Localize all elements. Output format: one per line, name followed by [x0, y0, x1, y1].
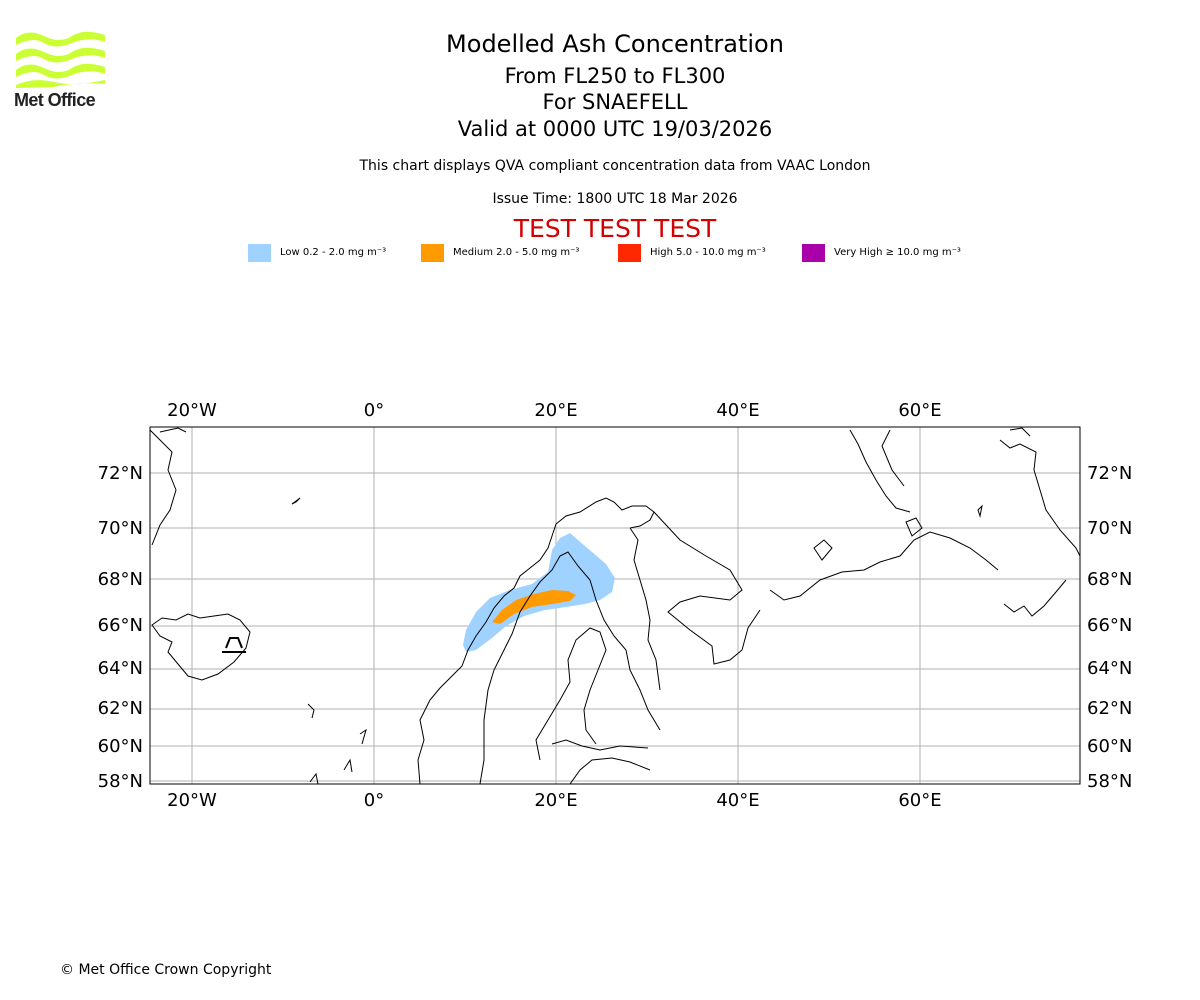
lon-label-bottom-40e: 40°E — [716, 790, 759, 811]
lat-label-left-72n: 72°N — [98, 463, 143, 484]
lat-label-right-60n: 60°N — [1087, 736, 1132, 757]
met-office-waves-icon — [16, 31, 105, 88]
legend-swatch-high — [618, 244, 641, 262]
lon-label-top-20e: 20°E — [534, 400, 577, 421]
volcano-name: For SNAEFELL — [542, 90, 688, 114]
test-banner: TEST TEST TEST — [513, 214, 717, 243]
lon-label-bottom-60e: 60°E — [898, 790, 941, 811]
lon-label-top-0: 0° — [364, 400, 384, 421]
map-frame — [149, 426, 1081, 785]
legend-label-high: High 5.0 - 10.0 mg m⁻³ — [650, 247, 766, 258]
lat-label-right-64n: 64°N — [1087, 658, 1132, 679]
legend-label-very-high: Very High ≥ 10.0 mg m⁻³ — [834, 247, 961, 258]
lat-label-left-66n: 66°N — [98, 615, 143, 636]
lat-label-left-64n: 64°N — [98, 658, 143, 679]
volcano-marker — [222, 637, 246, 653]
lat-label-right-58n: 58°N — [1087, 771, 1132, 792]
qva-note: This chart displays QVA compliant concen… — [359, 158, 871, 174]
legend-label-medium: Medium 2.0 - 5.0 mg m⁻³ — [453, 247, 580, 258]
lat-label-right-68n: 68°N — [1087, 569, 1132, 590]
lon-label-top-60e: 60°E — [898, 400, 941, 421]
lon-label-bottom-20e: 20°E — [534, 790, 577, 811]
valid-time: Valid at 0000 UTC 19/03/2026 — [457, 117, 773, 141]
lat-label-right-70n: 70°N — [1087, 518, 1132, 539]
lon-label-top-40e: 40°E — [716, 400, 759, 421]
chart-title: Modelled Ash Concentration — [446, 30, 784, 58]
copyright-notice: © Met Office Crown Copyright — [60, 962, 272, 978]
flight-levels: From FL250 to FL300 — [504, 64, 726, 88]
lat-label-right-62n: 62°N — [1087, 698, 1132, 719]
lat-label-left-58n: 58°N — [98, 771, 143, 792]
lat-label-right-66n: 66°N — [1087, 615, 1132, 636]
ash-low-area — [463, 533, 615, 652]
issue-time: Issue Time: 1800 UTC 18 Mar 2026 — [492, 191, 738, 207]
lat-label-left-70n: 70°N — [98, 518, 143, 539]
lon-label-bottom-20w: 20°W — [167, 790, 217, 811]
met-office-wordmark: Met Office — [14, 90, 96, 110]
lat-label-right-72n: 72°N — [1087, 463, 1132, 484]
lat-label-left-62n: 62°N — [98, 698, 143, 719]
lat-label-left-68n: 68°N — [98, 569, 143, 590]
legend-swatch-medium — [421, 244, 444, 262]
legend-swatch-low — [248, 244, 271, 262]
lon-label-top-20w: 20°W — [167, 400, 217, 421]
lon-label-bottom-0: 0° — [364, 790, 384, 811]
ash-medium-area — [492, 590, 576, 624]
met-office-logo: Met Office — [14, 30, 109, 110]
map-gridlines — [150, 427, 1080, 784]
lat-label-left-60n: 60°N — [98, 736, 143, 757]
legend-swatch-very-high — [802, 244, 825, 262]
legend-label-low: Low 0.2 - 2.0 mg m⁻³ — [280, 247, 387, 258]
coastlines — [150, 427, 1080, 784]
